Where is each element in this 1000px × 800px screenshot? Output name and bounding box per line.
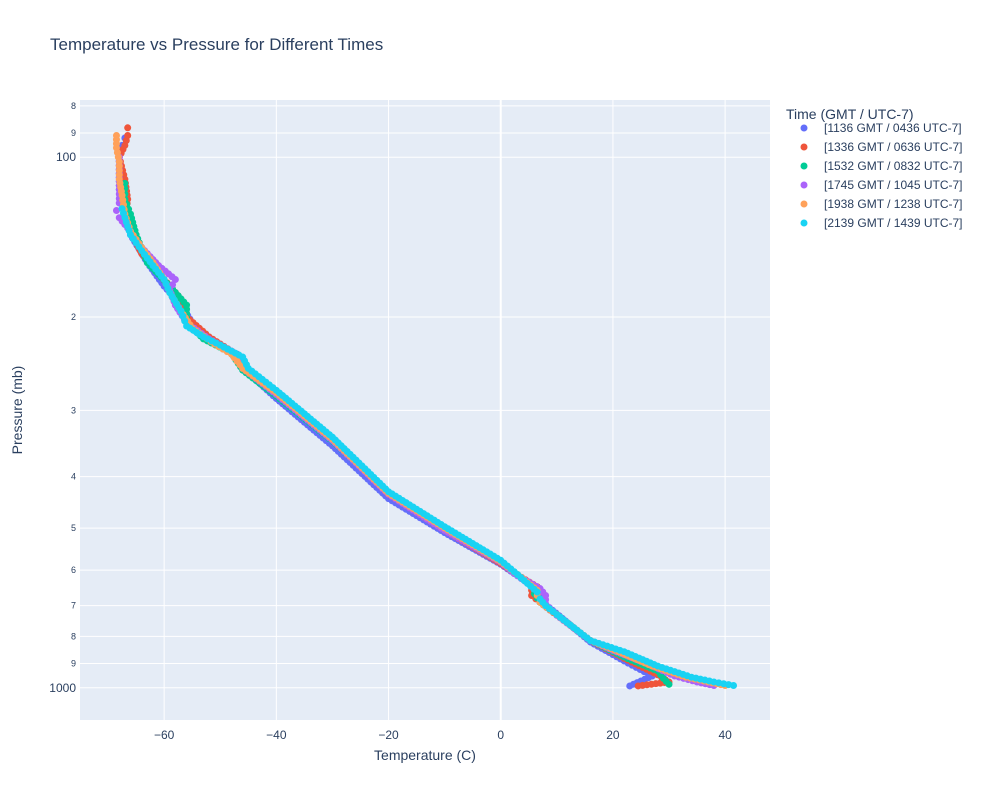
legend-item[interactable]: [1938 GMT / 1238 UTC-7]	[800, 197, 963, 211]
x-tick-label: −40	[266, 728, 287, 742]
legend-marker	[800, 124, 808, 132]
legend-label: [2139 GMT / 1439 UTC-7]	[824, 216, 963, 230]
legend-label: [1336 GMT / 0636 UTC-7]	[824, 140, 963, 154]
legend-label: [1938 GMT / 1238 UTC-7]	[824, 197, 963, 211]
data-point	[112, 207, 120, 215]
y-minor-tick-label: 5	[71, 523, 76, 533]
x-tick-label: −20	[378, 728, 399, 742]
y-minor-tick-label: 6	[71, 565, 76, 575]
legend-item[interactable]: [1336 GMT / 0636 UTC-7]	[800, 140, 963, 154]
legend-marker	[800, 181, 808, 189]
legend-label: [1745 GMT / 1045 UTC-7]	[824, 178, 963, 192]
legend-item[interactable]: [2139 GMT / 1439 UTC-7]	[800, 216, 963, 230]
legend-label: [1532 GMT / 0832 UTC-7]	[824, 159, 963, 173]
chart-title: Temperature vs Pressure for Different Ti…	[50, 35, 383, 54]
data-point	[115, 214, 123, 222]
y-tick-labels: 100 1000 8 9 2 3 4 5 6 7 8 9	[49, 101, 76, 695]
data-point	[536, 595, 544, 603]
legend-marker	[800, 143, 808, 151]
y-minor-tick-label: 8	[71, 101, 76, 111]
x-tick-label: 0	[497, 728, 504, 742]
points-layer	[112, 124, 738, 690]
x-tick-label: 20	[606, 728, 620, 742]
y-tick-label: 100	[56, 150, 76, 164]
legend-marker	[800, 162, 808, 170]
legend[interactable]: Time (GMT / UTC-7) [1136 GMT / 0436 UTC-…	[786, 106, 963, 230]
x-axis-title: Temperature (C)	[374, 747, 476, 763]
grid-layer	[80, 100, 770, 720]
series-6	[118, 205, 738, 689]
legend-item[interactable]: [1532 GMT / 0832 UTC-7]	[800, 159, 963, 173]
data-point	[124, 132, 132, 140]
y-minor-tick-label: 3	[71, 405, 76, 415]
legend-item[interactable]: [1136 GMT / 0436 UTC-7]	[800, 121, 962, 135]
x-tick-label: 40	[718, 728, 732, 742]
data-point	[118, 205, 126, 213]
legend-items: [1136 GMT / 0436 UTC-7] [1336 GMT / 0636 …	[800, 121, 963, 230]
y-minor-tick-label: 2	[71, 312, 76, 322]
x-tick-label: −60	[154, 728, 175, 742]
y-minor-tick-label: 9	[71, 128, 76, 138]
y-minor-tick-label: 4	[71, 472, 76, 482]
legend-label: [1136 GMT / 0436 UTC-7]	[824, 121, 962, 135]
x-tick-labels: −60 −40 −20 0 20 40	[154, 728, 732, 742]
data-point	[112, 132, 120, 140]
y-minor-tick-label: 7	[71, 601, 76, 611]
y-tick-label: 1000	[49, 681, 76, 695]
y-minor-tick-label: 8	[71, 631, 76, 641]
y-minor-tick-label: 9	[71, 659, 76, 669]
legend-item[interactable]: [1745 GMT / 1045 UTC-7]	[800, 178, 963, 192]
legend-marker	[800, 219, 808, 227]
legend-marker	[800, 200, 808, 208]
legend-title: Time (GMT / UTC-7)	[786, 106, 914, 122]
data-point	[124, 124, 132, 132]
y-axis-title: Pressure (mb)	[9, 366, 25, 455]
